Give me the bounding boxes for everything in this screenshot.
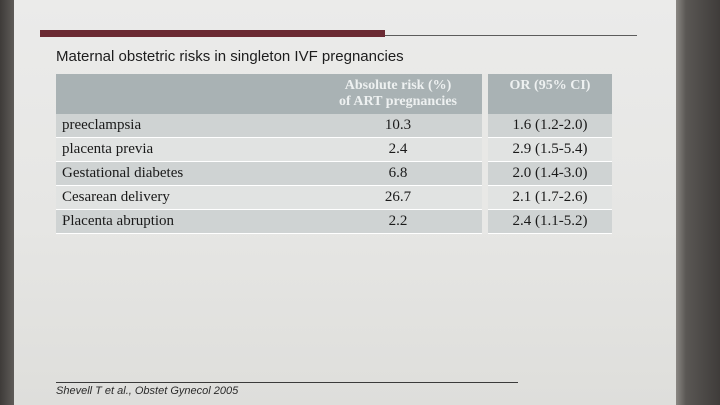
cell-absolute-risk: 2.4	[314, 138, 485, 162]
source-citation: Shevell T et al., Obstet Gynecol 2005	[56, 385, 238, 397]
table-header-row: Absolute risk (%) of ART pregnancies OR …	[56, 74, 612, 114]
cell-condition: Cesarean delivery	[56, 186, 314, 210]
cell-condition: placenta previa	[56, 138, 314, 162]
projected-slide-photo: Maternal obstetric risks in singleton IV…	[0, 0, 720, 405]
header-absolute-risk: Absolute risk (%) of ART pregnancies	[314, 74, 485, 114]
cell-odds-ratio: 2.1 (1.7-2.6)	[485, 186, 612, 210]
cell-odds-ratio: 2.9 (1.5-5.4)	[485, 138, 612, 162]
table-row: Placenta abruption 2.2 2.4 (1.1-5.2)	[56, 210, 612, 234]
table-row: Gestational diabetes 6.8 2.0 (1.4-3.0)	[56, 162, 612, 186]
cell-absolute-risk: 2.2	[314, 210, 485, 234]
cell-odds-ratio: 2.4 (1.1-5.2)	[485, 210, 612, 234]
cell-absolute-risk: 6.8	[314, 162, 485, 186]
header-absolute-risk-line1: Absolute risk (%)	[345, 78, 452, 93]
cell-condition: preeclampsia	[56, 114, 314, 138]
risk-table: Absolute risk (%) of ART pregnancies OR …	[56, 74, 612, 234]
cell-absolute-risk: 10.3	[314, 114, 485, 138]
header-absolute-risk-line2: of ART pregnancies	[339, 94, 457, 109]
cell-odds-ratio: 2.0 (1.4-3.0)	[485, 162, 612, 186]
cell-condition: Placenta abruption	[56, 210, 314, 234]
title-accent-bar	[40, 30, 385, 37]
footer-rule	[56, 382, 518, 383]
header-odds-ratio: OR (95% CI)	[485, 74, 612, 114]
cell-odds-ratio: 1.6 (1.2-2.0)	[485, 114, 612, 138]
cell-absolute-risk: 26.7	[314, 186, 485, 210]
slide-title: Maternal obstetric risks in singleton IV…	[56, 48, 404, 65]
cell-condition: Gestational diabetes	[56, 162, 314, 186]
header-condition	[56, 74, 314, 114]
table-row: Cesarean delivery 26.7 2.1 (1.7-2.6)	[56, 186, 612, 210]
table-row: preeclampsia 10.3 1.6 (1.2-2.0)	[56, 114, 612, 138]
table-row: placenta previa 2.4 2.9 (1.5-5.4)	[56, 138, 612, 162]
title-rule	[385, 35, 637, 36]
projection-edge	[676, 0, 720, 405]
